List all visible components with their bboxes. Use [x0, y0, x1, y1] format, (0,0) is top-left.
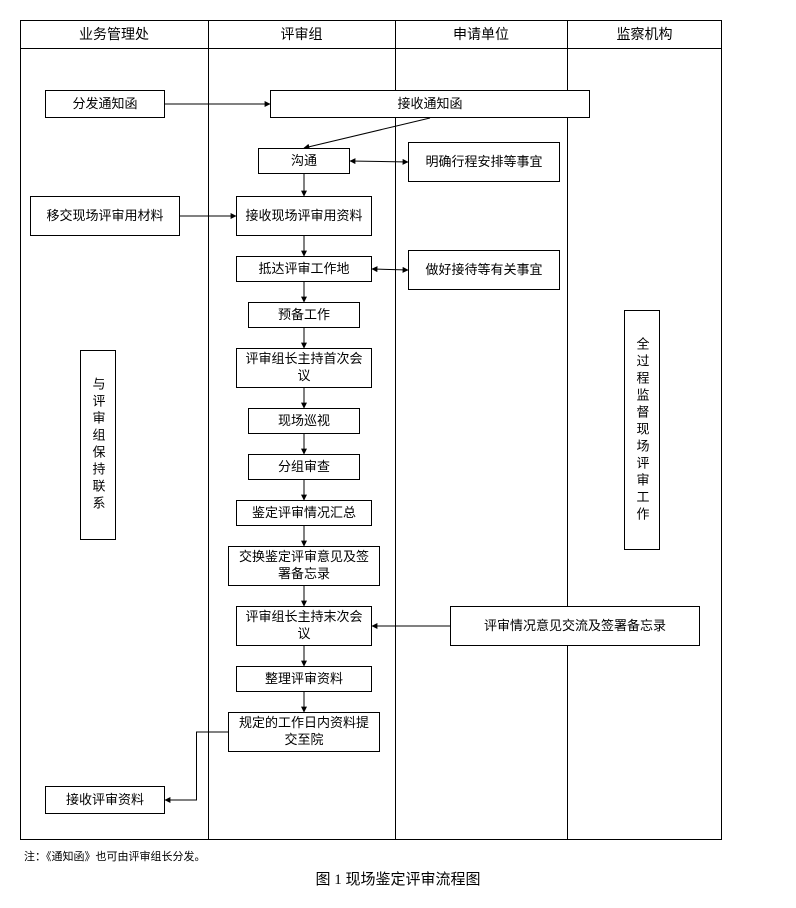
node-a2: 移交现场评审用材料: [30, 196, 180, 236]
node-b11: 整理评审资料: [236, 666, 372, 692]
node-b7: 分组审查: [248, 454, 360, 480]
node-a1: 分发通知函: [45, 90, 165, 118]
node-c3n: 评审情况意见交流及签署备忘录: [450, 606, 700, 646]
column-header-c1: 业务管理处: [20, 24, 208, 44]
footnote: 注：《通知函》也可由评审组长分发。: [24, 848, 206, 864]
column-divider: [395, 20, 396, 840]
node-b5: 评审组长主持首次会议: [236, 348, 372, 388]
node-b4: 预备工作: [248, 302, 360, 328]
figure-caption: 图 1 现场鉴定评审流程图: [10, 868, 786, 889]
column-divider: [567, 20, 568, 840]
node-b6: 现场巡视: [248, 408, 360, 434]
node-b9: 交换鉴定评审意见及签署备忘录: [228, 546, 380, 586]
flowchart-canvas: 注：《通知函》也可由评审组长分发。 图 1 现场鉴定评审流程图 业务管理处评审组…: [10, 10, 786, 898]
node-c1n: 明确行程安排等事宜: [408, 142, 560, 182]
node-b12: 规定的工作日内资料提交至院: [228, 712, 380, 752]
header-separator: [20, 48, 722, 49]
node-d1: 全过程监督现场评审工作: [624, 310, 660, 550]
node-b2: 接收现场评审用资料: [236, 196, 372, 236]
node-b10: 评审组长主持末次会议: [236, 606, 372, 646]
node-c2n: 做好接待等有关事宜: [408, 250, 560, 290]
node-b0: 接收通知函: [270, 90, 590, 118]
node-b1: 沟通: [258, 148, 350, 174]
node-a4: 接收评审资料: [45, 786, 165, 814]
column-header-c3: 申请单位: [395, 24, 567, 44]
node-b8: 鉴定评审情况汇总: [236, 500, 372, 526]
column-divider: [208, 20, 209, 840]
column-header-c2: 评审组: [208, 24, 395, 44]
node-b3: 抵达评审工作地: [236, 256, 372, 282]
column-header-c4: 监察机构: [567, 24, 722, 44]
node-a3: 与评审组保持联系: [80, 350, 116, 540]
